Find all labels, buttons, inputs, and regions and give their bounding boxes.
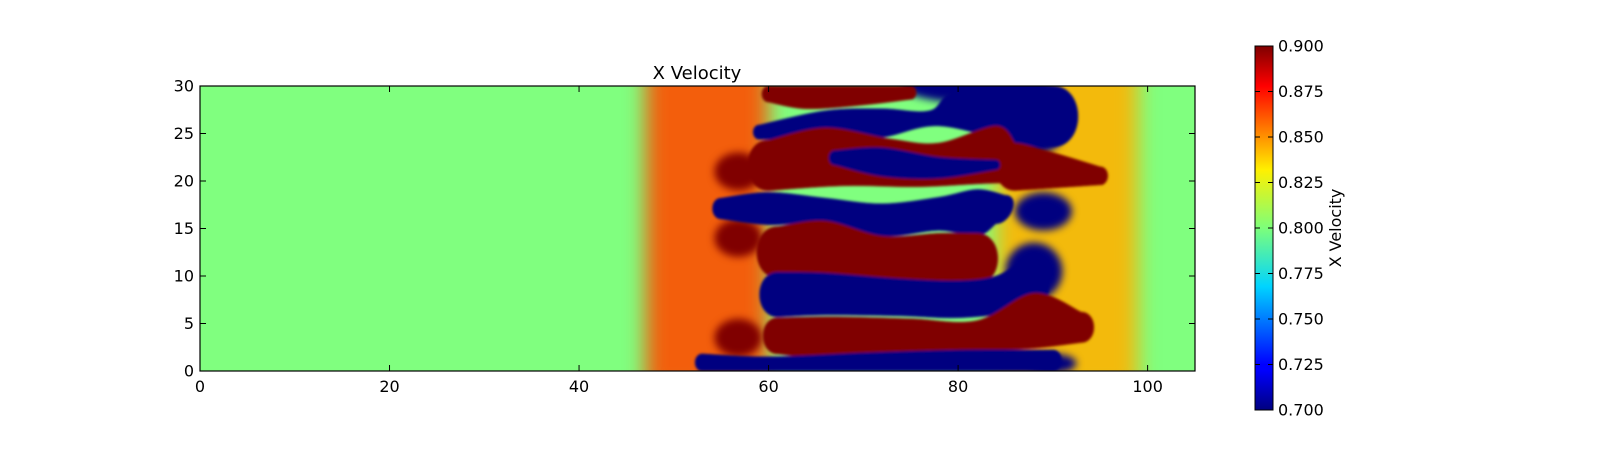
colorbar-tick-label: 0.800 — [1278, 219, 1324, 238]
y-tick-label: 25 — [174, 124, 194, 143]
colorbar-tick-label: 0.850 — [1278, 128, 1324, 147]
y-axis: 0 5 10 15 20 25 30 — [174, 77, 1195, 381]
y-tick-label: 15 — [174, 219, 194, 238]
x-tick-label: 100 — [1132, 377, 1163, 396]
y-tick-label: 0 — [184, 362, 194, 381]
heatmap-field — [200, 86, 1195, 371]
finger-5 — [828, 147, 1001, 179]
y-tick-label: 10 — [174, 267, 194, 286]
x-tick-label: 80 — [948, 377, 968, 396]
x-axis: 0 20 40 60 80 100 — [195, 86, 1163, 396]
finger-1 — [761, 86, 917, 110]
y-tick-label: 5 — [184, 314, 194, 333]
x-tick-label: 20 — [379, 377, 399, 396]
blob-3 — [714, 318, 762, 357]
chart-title: X Velocity — [653, 63, 742, 84]
finger-6 — [712, 189, 1014, 237]
colorbar-tick-label: 0.750 — [1278, 310, 1324, 329]
finger-10 — [694, 349, 1062, 371]
colorbar-tick-label: 0.825 — [1278, 173, 1324, 192]
colorbar-tick-label: 0.900 — [1278, 37, 1324, 56]
blob-2 — [714, 219, 762, 257]
colorbar-tick-label: 0.775 — [1278, 264, 1324, 283]
y-tick-label: 20 — [174, 172, 194, 191]
blob-5 — [1014, 192, 1072, 231]
finger-layer — [694, 86, 1108, 371]
x-tick-label: 40 — [569, 377, 589, 396]
y-tick-label: 30 — [174, 77, 194, 96]
x-tick-label: 0 — [195, 377, 205, 396]
colorbar-tick-label: 0.875 — [1278, 82, 1324, 101]
finger-4 — [995, 142, 1108, 191]
colorbar-label: X Velocity — [1326, 189, 1345, 268]
colorbar-tick-label: 0.725 — [1278, 355, 1324, 374]
x-tick-label: 60 — [758, 377, 778, 396]
colorbar-tick-label: 0.700 — [1278, 401, 1324, 420]
colorbar-ticks: 0.700 0.725 0.750 0.775 0.800 0.825 0.850 0.875… — [1255, 37, 1324, 420]
